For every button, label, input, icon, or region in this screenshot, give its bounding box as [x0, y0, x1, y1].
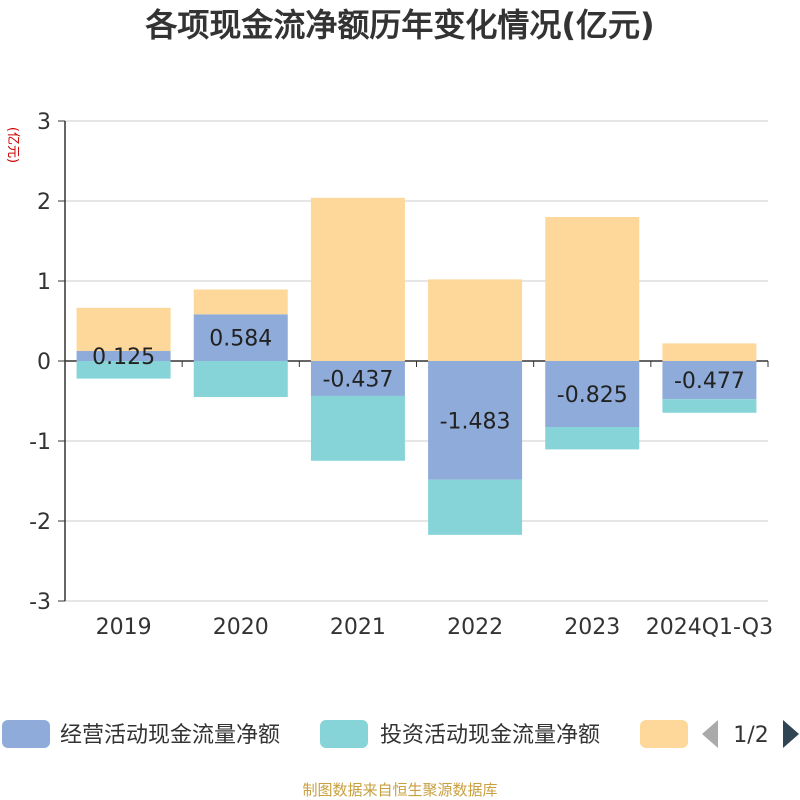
legend-swatch-3[interactable]	[640, 720, 688, 748]
bars	[76, 197, 757, 535]
triangle-left-icon[interactable]	[702, 720, 718, 748]
data-label-2020: 0.584	[209, 327, 272, 352]
data-label-2022: -1.483	[440, 409, 511, 434]
y-unit-label: (亿元)	[5, 127, 20, 163]
bar-series-1-2020[interactable]	[193, 314, 288, 361]
data-label-2021: -0.437	[322, 367, 393, 392]
bar-series-2-2019[interactable]	[76, 361, 171, 379]
bar-series-2-2020[interactable]	[193, 361, 288, 397]
x-tick-label: 2019	[96, 615, 152, 640]
bar-series-3-2019[interactable]	[76, 307, 171, 351]
bar-series-3-2022[interactable]	[428, 279, 523, 361]
bar-series-1-2024Q1-Q3[interactable]	[662, 361, 757, 400]
y-tick-label: -1	[29, 430, 51, 455]
bar-series-2-2023[interactable]	[545, 427, 640, 450]
bar-series-3-2021[interactable]	[310, 197, 405, 361]
y-tick-label: 3	[37, 110, 51, 135]
legend-page-indicator: 1/2	[733, 723, 768, 748]
axes: 3 2 1 0 -1 -2 -3 2019 2020 2021 2022 2023 2024Q1-Q3	[29, 110, 773, 640]
x-tick-label: 2023	[564, 615, 620, 640]
y-tick-label: -3	[29, 590, 51, 615]
bar-series-3-2024Q1-Q3[interactable]	[662, 343, 757, 361]
bar-series-2-2022[interactable]	[428, 479, 523, 535]
data-label-2024Q1-Q3: -0.477	[674, 369, 745, 394]
legend-swatch-2[interactable]	[320, 720, 368, 748]
legend-label-2[interactable]: 投资活动现金流量净额	[380, 723, 600, 748]
y-tick-label: -2	[29, 510, 51, 535]
bar-series-1-2021[interactable]	[310, 361, 405, 396]
bar-series-1-2023[interactable]	[545, 361, 640, 427]
x-tick-label: 2021	[330, 615, 386, 640]
bar-series-2-2024Q1-Q3[interactable]	[662, 399, 757, 413]
bar-series-2-2021[interactable]	[310, 395, 405, 461]
bar-series-1-2019[interactable]	[76, 351, 171, 361]
y-tick-label: 2	[37, 190, 51, 215]
legend: 经营活动现金流量净额 投资活动现金流量净额 1/2	[2, 720, 799, 748]
y-tick-label: 0	[37, 350, 51, 375]
data-labels: 0.125 0.584 -0.437 -1.483 -0.825 -0.477	[92, 327, 745, 435]
bar-series-1-2022[interactable]	[428, 361, 523, 480]
triangle-right-icon[interactable]	[783, 720, 799, 748]
source-note: 制图数据来自恒生聚源数据库	[302, 781, 497, 799]
x-tick-label: 2020	[213, 615, 269, 640]
grid-lines	[65, 120, 768, 602]
legend-label-1[interactable]: 经营活动现金流量净额	[60, 723, 280, 748]
y-tick-label: 1	[37, 270, 51, 295]
data-label-2023: -0.825	[557, 383, 628, 408]
chart-title: 各项现金流净额历年变化情况(亿元)	[145, 6, 654, 44]
bar-series-3-2023[interactable]	[545, 217, 640, 361]
x-tick-label: 2022	[447, 615, 503, 640]
data-label-2019: 0.125	[92, 345, 155, 370]
x-tick-label: 2024Q1-Q3	[646, 615, 773, 640]
bar-series-3-2020[interactable]	[193, 289, 288, 315]
legend-swatch-1[interactable]	[2, 720, 50, 748]
